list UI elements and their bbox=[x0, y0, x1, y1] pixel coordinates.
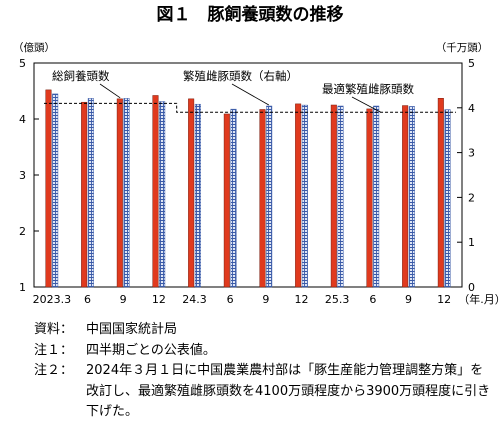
left-tick-label: 3 bbox=[19, 169, 26, 182]
x-tick-label: 2023.3 bbox=[33, 293, 72, 306]
note-2: 注２： 2024年３月１日に中国農業農村部は「豚生産能力管理調整方策」を改訂し、… bbox=[34, 361, 496, 423]
x-tick-label: 9 bbox=[405, 293, 412, 306]
line-optimal bbox=[44, 102, 456, 113]
x-tick-label: 9 bbox=[262, 293, 269, 306]
note-source: 資料： 中国国家統計局 bbox=[34, 320, 496, 341]
right-tick-label: 3 bbox=[468, 147, 475, 160]
x-tick-label: 12 bbox=[437, 293, 451, 306]
left-tick-label: 5 bbox=[19, 57, 26, 70]
right-tick-label: 2 bbox=[468, 191, 475, 204]
bar-total bbox=[188, 98, 195, 288]
x-axis-unit: （年.月） bbox=[458, 292, 500, 306]
leader-line bbox=[231, 83, 270, 106]
bar-sows bbox=[373, 105, 380, 288]
bar-total bbox=[116, 98, 123, 288]
chart-marks: 5 4 3 2 1 5 4 3 2 1 0 2023.3 6 9 12 24.3 6 9 12 25.3 6 9 12 総飼養… bbox=[19, 57, 475, 306]
right-tick-label: 1 bbox=[468, 236, 475, 249]
bar-sows bbox=[52, 93, 59, 288]
series-label: 繁殖雌豚頭数（右軸） bbox=[183, 69, 298, 83]
right-axis-unit: （千万頭） bbox=[436, 42, 489, 54]
notes: 資料： 中国国家統計局 注１： 四半期ごとの公表値。 注２： 2024年３月１日に中… bbox=[34, 320, 496, 423]
x-tick-label: 6 bbox=[369, 293, 376, 306]
leader-line bbox=[351, 96, 382, 113]
x-tick-label: 12 bbox=[295, 293, 309, 306]
note-2-label: 注２： bbox=[34, 363, 74, 378]
chart-title: 図１ 豚飼養頭数の推移 bbox=[157, 4, 344, 25]
bar-total bbox=[81, 101, 88, 288]
bar-sows bbox=[301, 104, 308, 288]
note-2-text: 2024年３月１日に中国農業農村部は「豚生産能力管理調整方策」を改訂し、最適繁殖… bbox=[86, 363, 491, 419]
bar-sows bbox=[159, 101, 166, 288]
x-tick-label: 6 bbox=[227, 293, 234, 306]
note-1-text: 四半期ごとの公表値。 bbox=[86, 342, 216, 358]
x-tick-label: 24.3 bbox=[182, 293, 207, 306]
bar-sows bbox=[266, 105, 273, 288]
x-tick-label: 12 bbox=[152, 293, 166, 306]
bar-sows bbox=[408, 106, 415, 288]
left-tick-label: 4 bbox=[19, 113, 26, 126]
note-source-label: 資料： bbox=[34, 322, 74, 337]
bar-total bbox=[330, 104, 337, 288]
chart: 図１ 豚飼養頭数の推移 （億頭） （千万頭） （年.月） 5 4 3 2 1 5 4 3 2 1 0… bbox=[13, 4, 500, 306]
note-source-text: 中国国家統計局 bbox=[86, 322, 178, 337]
bar-total bbox=[259, 109, 266, 288]
note-1-label: 注１： bbox=[34, 342, 74, 358]
bar-sows bbox=[444, 109, 451, 288]
leader-line bbox=[99, 83, 121, 99]
right-tick-label: 0 bbox=[468, 281, 475, 294]
series-label: 総飼養頭数 bbox=[52, 69, 110, 83]
plot-frame bbox=[33, 62, 463, 288]
bar-sows bbox=[87, 98, 94, 288]
series-label: 最適繁殖雌豚頭数 bbox=[322, 82, 414, 96]
x-tick-label: 25.3 bbox=[325, 293, 350, 306]
x-tick-label: 6 bbox=[84, 293, 91, 306]
right-tick-label: 4 bbox=[468, 102, 475, 115]
bar-sows bbox=[194, 103, 201, 288]
bar-total bbox=[437, 98, 444, 288]
right-tick-label: 5 bbox=[468, 57, 475, 70]
bar-sows bbox=[123, 98, 130, 288]
note-1: 注１： 四半期ごとの公表値。 bbox=[34, 341, 496, 362]
x-tick-label: 9 bbox=[120, 293, 127, 306]
bar-total bbox=[45, 89, 52, 288]
bar-total bbox=[223, 113, 230, 288]
bar-sows bbox=[337, 105, 344, 288]
bar-total bbox=[295, 103, 302, 288]
left-tick-label: 2 bbox=[19, 225, 26, 238]
bar-total bbox=[152, 95, 159, 288]
bar-sows bbox=[230, 108, 237, 288]
bar-total bbox=[366, 108, 373, 288]
left-axis-unit: （億頭） bbox=[13, 41, 55, 54]
left-tick-label: 1 bbox=[19, 281, 26, 294]
bar-total bbox=[402, 105, 409, 288]
